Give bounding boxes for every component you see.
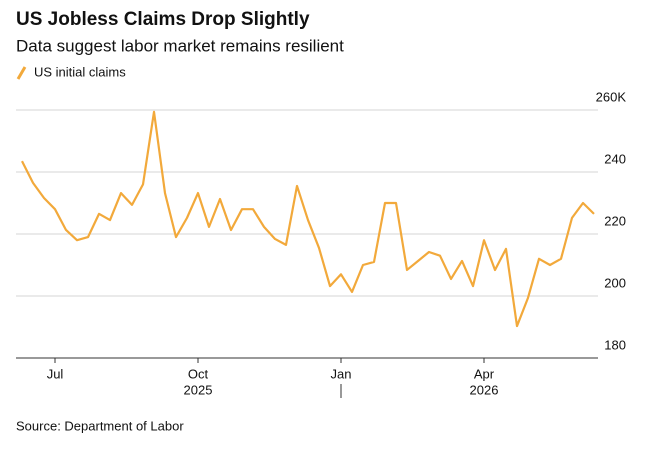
legend-label: US initial claims: [34, 64, 126, 79]
x-group-label: 2026: [470, 382, 499, 397]
x-tick-label: Jul: [47, 366, 64, 381]
y-tick-label: 240: [604, 151, 626, 166]
x-tick-label: Oct: [188, 366, 209, 381]
x-tick-label: Apr: [474, 366, 495, 381]
chart-subtitle: Data suggest labor market remains resili…: [16, 36, 344, 55]
line: [21, 110, 595, 328]
chart-title: US Jobless Claims Drop Slightly: [16, 9, 310, 30]
y-tick-label: 220: [604, 213, 626, 228]
y-tick-label: 200: [604, 275, 626, 290]
x-group-label: 2025: [184, 382, 213, 397]
y-tick-label: 260K: [596, 89, 627, 104]
x-tick-label: Jan: [331, 366, 352, 381]
legend-swatch: [16, 66, 27, 80]
source: Source: Department of Labor: [16, 418, 184, 433]
y-tick-label: 180: [604, 337, 626, 352]
